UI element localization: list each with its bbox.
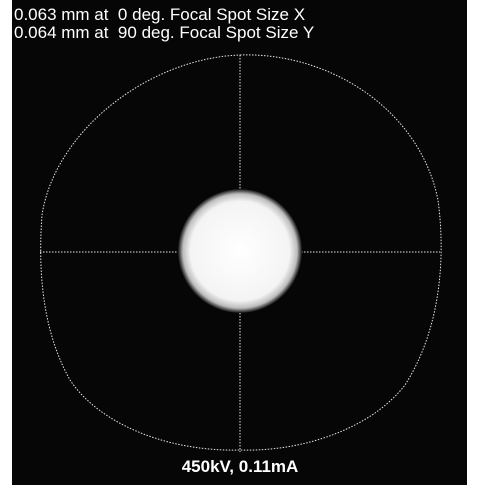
caption: 450kV, 0.11mA (182, 457, 299, 476)
focal-spot-image: 0.063 mm at 0 deg. Focal Spot Size X 0.0… (0, 0, 478, 497)
size-y-label: 0.064 mm at 90 deg. Focal Spot Size Y (14, 23, 314, 42)
focal-spot (178, 189, 302, 313)
page: 0.063 mm at 0 deg. Focal Spot Size X 0.0… (0, 0, 478, 497)
size-x-label: 0.063 mm at 0 deg. Focal Spot Size X (14, 5, 305, 24)
